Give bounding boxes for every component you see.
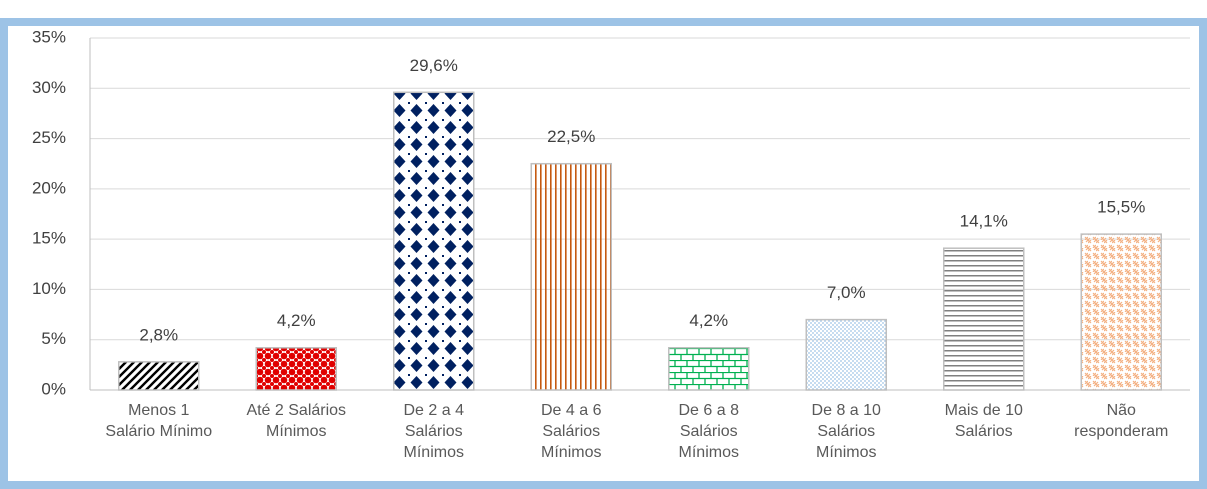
x-tick-label: Até 2 Salários Mínimos bbox=[246, 402, 347, 440]
y-tick-label: 35% bbox=[32, 27, 66, 46]
y-tick-label: 30% bbox=[32, 78, 66, 97]
y-tick-label: 15% bbox=[32, 229, 66, 248]
bar bbox=[668, 347, 750, 391]
y-tick-label: 20% bbox=[32, 178, 66, 197]
value-label: 4,2% bbox=[277, 311, 316, 330]
x-tick-label: Menos 1 Salário Mínimo bbox=[105, 402, 213, 440]
value-label: 22,5% bbox=[547, 127, 595, 146]
bar bbox=[393, 91, 475, 391]
x-tick-label: De 8 a 10 Salários Mínimos bbox=[811, 402, 881, 461]
x-tick-label: De 4 a 6 Salários Mínimos bbox=[541, 402, 602, 461]
value-label: 29,6% bbox=[410, 56, 458, 75]
y-tick-label: 5% bbox=[41, 329, 66, 348]
bar bbox=[943, 247, 1025, 391]
bar bbox=[530, 162, 612, 391]
x-tick-label: De 6 a 8 Salários Mínimos bbox=[678, 402, 739, 461]
y-tick-label: 10% bbox=[32, 279, 66, 298]
value-label: 4,2% bbox=[689, 311, 728, 330]
x-tick-label: Mais de 10 Salários bbox=[944, 402, 1023, 440]
bar bbox=[1080, 233, 1162, 391]
x-tick-label: De 2 a 4 Salários Mínimos bbox=[403, 402, 464, 461]
x-tick-label: Não responderam bbox=[1074, 402, 1169, 440]
bar bbox=[118, 361, 200, 391]
bar bbox=[805, 318, 887, 391]
y-tick-label: 25% bbox=[32, 128, 66, 147]
y-tick-label: 0% bbox=[41, 379, 66, 398]
value-label: 2,8% bbox=[139, 325, 178, 344]
bar bbox=[255, 347, 337, 391]
value-label: 7,0% bbox=[827, 283, 866, 302]
value-label: 15,5% bbox=[1097, 198, 1145, 217]
value-label: 14,1% bbox=[960, 212, 1008, 231]
